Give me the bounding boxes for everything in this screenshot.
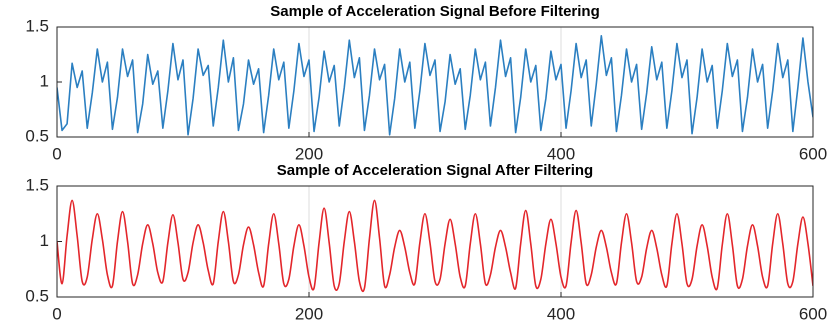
y-tick-label: 1: [40, 71, 49, 90]
y-tick-label: 0.5: [25, 286, 49, 305]
y-tick-label: 1: [40, 231, 49, 250]
y-tick-label: 1.5: [25, 175, 49, 194]
x-tick-label: 0: [52, 144, 61, 163]
plot-area: [57, 27, 813, 137]
y-tick-label: 0.5: [25, 126, 49, 145]
x-tick-label: 200: [295, 304, 323, 323]
plot-frame: [56, 26, 814, 138]
x-tick-label: 400: [547, 144, 575, 163]
x-tick-label: 0: [52, 304, 61, 323]
chart-title: Sample of Acceleration Signal Before Fil…: [270, 3, 600, 20]
x-tick-label: 600: [799, 144, 827, 163]
signal-line: [57, 199, 813, 293]
x-tick-label: 400: [547, 304, 575, 323]
signal-line: [57, 35, 813, 136]
x-tick-label: 600: [799, 304, 827, 323]
chart-title: Sample of Acceleration Signal After Filt…: [277, 162, 593, 179]
x-tick-label: 200: [295, 144, 323, 163]
plot-frame: [56, 185, 814, 298]
y-tick-label: 1.5: [25, 16, 49, 35]
